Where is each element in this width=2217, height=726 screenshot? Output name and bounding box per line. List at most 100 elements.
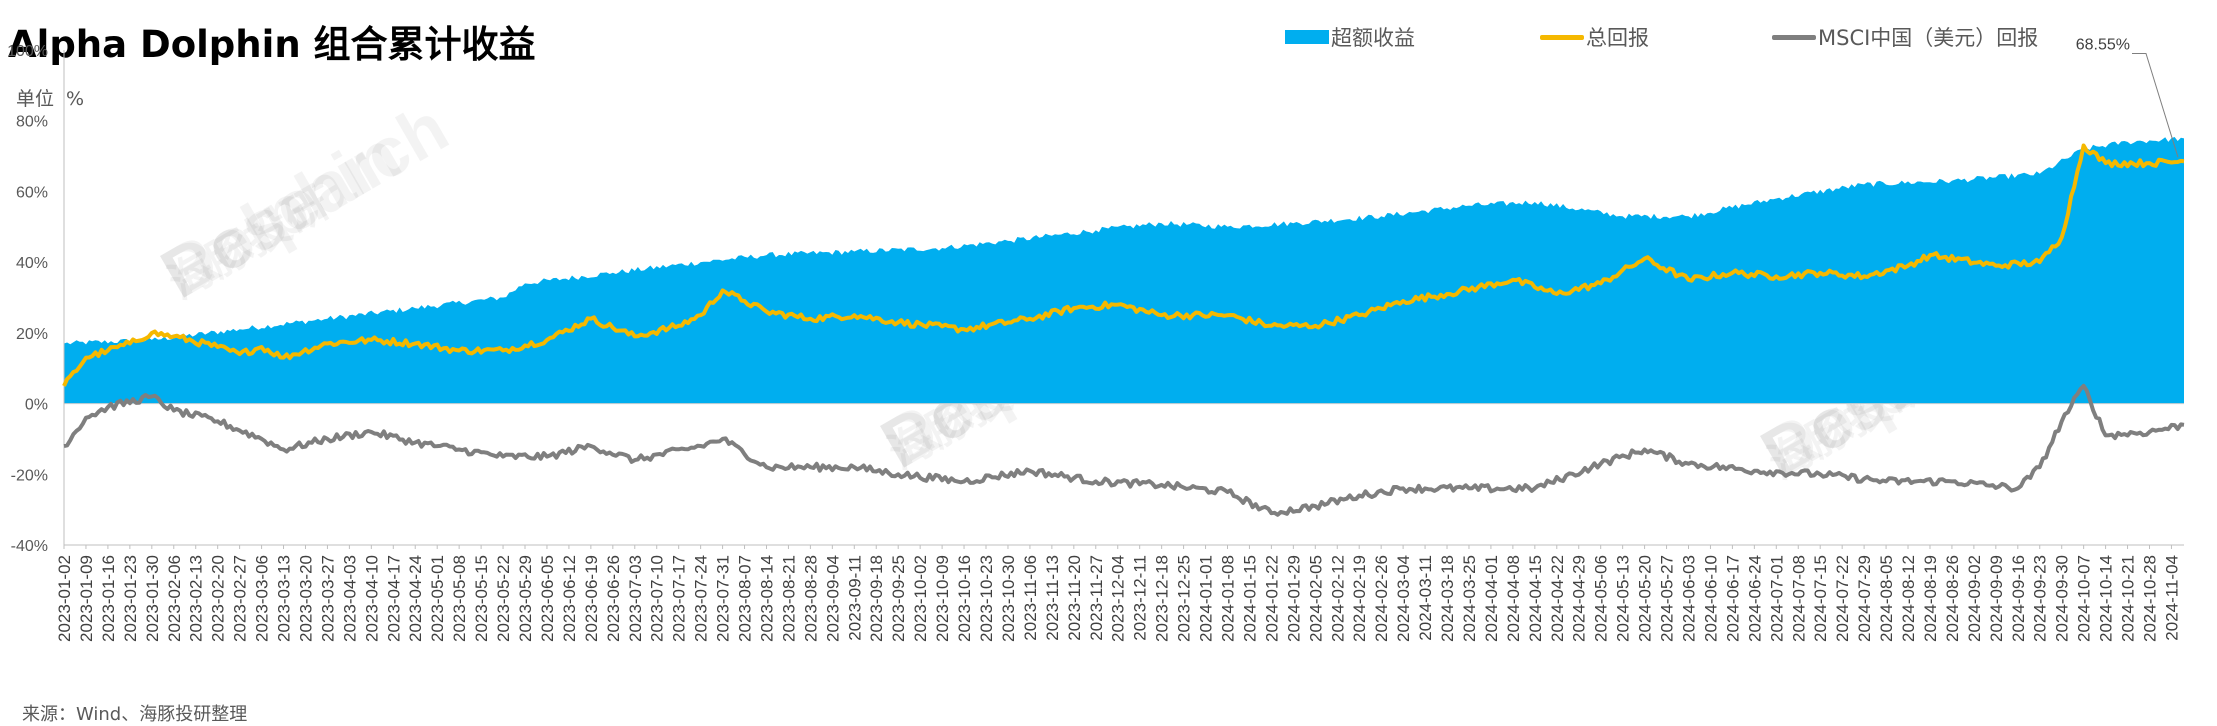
legend-swatch-total <box>1540 34 1584 40</box>
x-tick-label: 2024-10-28 <box>2141 555 2160 642</box>
x-tick-label: 2024-09-16 <box>2009 555 2028 642</box>
x-tick-label: 2024-05-20 <box>1636 555 1655 642</box>
x-tick-label: 2023-10-09 <box>933 555 952 642</box>
y-tick-label: 60% <box>16 184 48 201</box>
x-tick-label: 2024-03-04 <box>1394 555 1413 642</box>
x-tick-label: 2024-04-29 <box>1570 555 1589 642</box>
x-tick-label: 2023-04-24 <box>406 555 425 642</box>
x-tick-label: 2023-03-13 <box>275 555 294 642</box>
x-tick-label: 2024-05-27 <box>1658 555 1677 642</box>
x-tick-label: 2024-01-08 <box>1218 555 1237 642</box>
x-tick-label: 2023-03-27 <box>318 555 337 642</box>
series-line-total <box>62 143 2185 387</box>
legend-swatch-msci <box>1772 34 1816 40</box>
unit-label: 单位 <box>16 88 55 110</box>
y-tick-label: 40% <box>16 255 48 272</box>
annotation-leader <box>2132 53 2179 158</box>
x-tick-label: 2023-02-27 <box>231 555 250 642</box>
x-tick-label: 2024-04-08 <box>1504 555 1523 642</box>
y-tick-label: 0% <box>25 397 48 414</box>
unit-value: % <box>66 88 85 110</box>
x-tick-label: 2024-06-17 <box>1723 555 1742 642</box>
y-tick-label: -20% <box>11 467 48 484</box>
legend-label-excess: 超额收益 <box>1331 26 1415 50</box>
x-tick-label: 2023-10-23 <box>977 555 996 642</box>
legend-label-total: 总回报 <box>1586 26 1649 50</box>
x-tick-label: 2024-08-19 <box>1921 555 1940 642</box>
x-tick-label: 2023-09-25 <box>889 555 908 642</box>
unit-label-group: 单位% <box>16 84 96 111</box>
x-tick-label: 2023-06-12 <box>560 555 579 642</box>
x-tick-label: 2024-02-05 <box>1306 555 1325 642</box>
x-tick-label: 2024-10-14 <box>2097 555 2116 642</box>
line-layer <box>62 143 2185 517</box>
x-tick-label: 2023-06-26 <box>604 555 623 642</box>
x-tick-label: 2023-05-15 <box>472 555 491 642</box>
y-tick-label: 20% <box>16 326 48 343</box>
x-tick-label: 2024-01-29 <box>1284 555 1303 642</box>
x-tick-label: 2023-10-02 <box>911 555 930 642</box>
x-tick-label: 2024-03-11 <box>1416 555 1435 641</box>
x-tick-label: 2023-12-04 <box>1109 555 1128 642</box>
series-line-msci <box>63 383 2185 517</box>
x-tick-label: 2024-06-03 <box>1679 555 1698 642</box>
x-tick-label: 2024-04-22 <box>1548 555 1567 642</box>
x-tick-label: 2024-01-15 <box>1240 555 1259 642</box>
x-tick-label: 2023-05-01 <box>428 555 447 642</box>
x-tick-label: 2023-11-13 <box>1043 555 1062 641</box>
x-tick-label: 2023-09-04 <box>823 555 842 642</box>
x-tick-label: 2023-11-20 <box>1065 555 1084 641</box>
x-tick-label: 2023-05-29 <box>516 555 535 642</box>
x-tick-label: 2024-06-10 <box>1701 555 1720 642</box>
x-tick-label: 2024-07-29 <box>1855 555 1874 642</box>
x-tick-label: 2023-07-03 <box>626 555 645 642</box>
x-tick-label: 2023-01-09 <box>77 555 96 642</box>
x-tick-label: 2023-08-14 <box>757 555 776 642</box>
x-tick-label: 2023-06-19 <box>582 555 601 642</box>
x-tick-label: 2024-02-12 <box>1328 555 1347 642</box>
x-tick-label: 2023-06-05 <box>538 555 557 642</box>
legend-label-msci: MSCI中国（美元）回报 <box>1818 26 2039 50</box>
x-tick-label: 2023-10-30 <box>999 555 1018 642</box>
x-tick-label: 2023-07-17 <box>670 555 689 642</box>
x-tick-label: 2024-09-30 <box>2053 555 2072 642</box>
x-tick-label: 2023-08-21 <box>779 555 798 642</box>
legend-swatch-excess <box>1285 30 1329 44</box>
x-tick-label: 2023-12-11 <box>1131 555 1150 641</box>
x-tick-label: 2023-02-20 <box>209 555 228 642</box>
x-tick-label: 2024-06-24 <box>1745 555 1764 642</box>
x-tick-label: 2023-07-31 <box>714 555 733 642</box>
legend-item-total: 总回报 <box>1540 22 1649 52</box>
x-tick-label: 2023-07-10 <box>648 555 667 642</box>
x-tick-label: 2023-04-17 <box>384 555 403 642</box>
x-tick-label: 2024-10-21 <box>2119 555 2138 642</box>
legend-item-excess: 超额收益 <box>1285 22 1415 52</box>
y-tick-label: 80% <box>16 114 48 131</box>
x-tick-label: 2024-09-23 <box>2031 555 2050 642</box>
y-tick-label: 100% <box>7 43 48 60</box>
x-tick-label: 2024-03-25 <box>1460 555 1479 642</box>
x-tick-label: 2024-08-12 <box>1899 555 1918 642</box>
x-tick-label: 2023-10-16 <box>955 555 974 642</box>
x-tick-label: 2023-05-08 <box>450 555 469 642</box>
source-note: 来源：Wind、海豚投研整理 <box>22 704 248 725</box>
x-tick-label: 2024-09-09 <box>1987 555 2006 642</box>
x-tick-label: 2023-04-10 <box>362 555 381 642</box>
x-tick-label: 2023-11-27 <box>1087 555 1106 641</box>
x-tick-label: 2023-01-02 <box>55 555 74 642</box>
x-tick-label: 2023-09-11 <box>845 555 864 641</box>
axis-layer: 100%80%60%40%20%0%-20%-40%2023-01-02 2023… <box>7 43 2184 642</box>
series-area-excess <box>64 137 2184 404</box>
annotation-label: 68.55% <box>2076 37 2130 54</box>
x-tick-label: 2024-08-05 <box>1877 555 1896 642</box>
x-tick-label: 2023-07-24 <box>692 555 711 642</box>
x-tick-label: 2023-08-07 <box>736 555 755 642</box>
x-tick-label: 2024-09-02 <box>1965 555 1984 642</box>
x-tick-label: 2023-03-20 <box>296 555 315 642</box>
x-tick-label: 2024-05-06 <box>1592 555 1611 642</box>
x-tick-label: 2024-02-19 <box>1350 555 1369 642</box>
x-tick-label: 2024-03-18 <box>1438 555 1457 642</box>
x-tick-label: 2024-04-01 <box>1482 555 1501 642</box>
x-tick-label: 2024-02-26 <box>1372 555 1391 642</box>
x-tick-label: 2023-04-03 <box>340 555 359 642</box>
